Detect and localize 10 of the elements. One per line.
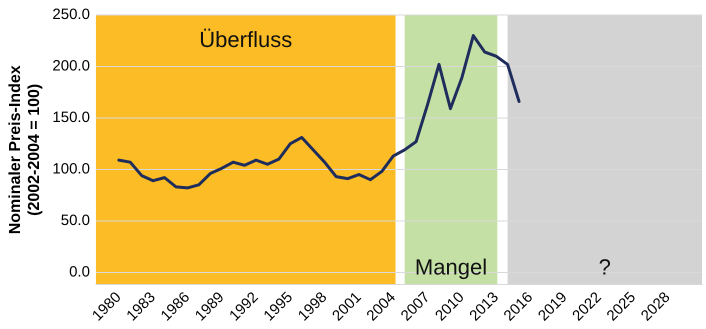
y-tick-label: 0.0 [69, 263, 90, 280]
band-label: Mangel [414, 254, 488, 280]
y-tick-label: 50.0 [60, 212, 90, 229]
y-tick-label: 150.0 [52, 109, 90, 126]
band-label: ? [598, 254, 611, 280]
y-tick-label: 200.0 [52, 58, 90, 75]
y-axis-title: Nominaler Preis-Index (2002-2004 = 100) [7, 65, 44, 234]
y-tick-label: 100.0 [52, 160, 90, 178]
band-label: Überfluss [199, 27, 292, 52]
y-tick-label: 250.0 [52, 6, 90, 24]
